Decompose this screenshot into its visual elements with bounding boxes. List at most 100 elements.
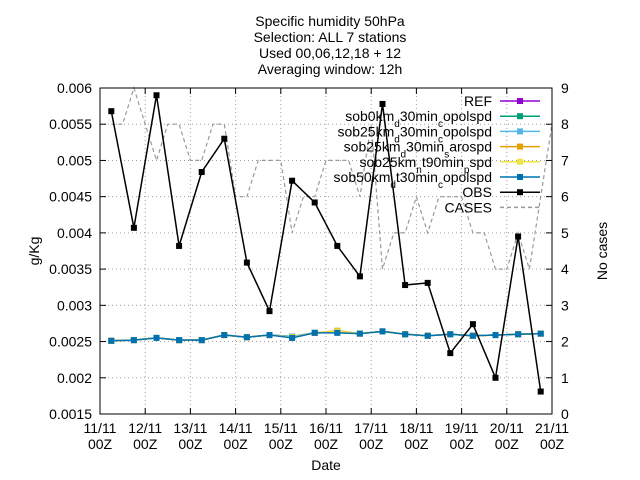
- x-tick-label: 21/11: [535, 420, 569, 436]
- y2-tick-label: 0: [561, 406, 569, 422]
- data-point: [515, 331, 522, 338]
- data-point: [447, 350, 454, 357]
- y2-tick-label: 2: [561, 334, 569, 350]
- legend-label: sob25kmnt90minpspd: [359, 154, 492, 176]
- series-cases: [111, 85, 553, 270]
- data-point: [198, 169, 205, 176]
- y-tick-label: 0.0055: [49, 116, 92, 132]
- data-point: [334, 242, 341, 249]
- legend-swatch-marker: [517, 98, 523, 104]
- legend-text: 30min: [400, 108, 438, 124]
- data-point: [198, 337, 205, 344]
- data-point: [402, 331, 409, 338]
- data-point: [311, 329, 318, 336]
- x-tick-label: 20/11: [490, 420, 524, 436]
- y-tick-label: 0.004: [57, 225, 92, 241]
- legend-label: OBS: [462, 184, 492, 200]
- data-point: [469, 332, 476, 339]
- data-point: [379, 328, 386, 335]
- legend-subscript: n: [416, 164, 422, 175]
- x-tick-label: 13/11: [173, 420, 207, 436]
- x-tick-label-hour: 00Z: [359, 436, 384, 452]
- legend-subscript: p: [464, 164, 470, 175]
- y-axis-label: g/Kg: [26, 237, 42, 266]
- legend-label: sob0kmd30mincopolspd: [345, 108, 492, 130]
- legend-item: sob50kmdt30mincopolspd: [334, 169, 540, 191]
- axis-ticks: 0.0015 0.002 0.0025 0.003 0.0035 0.004 0.0045 0…: [49, 80, 569, 452]
- legend-swatch-marker: [517, 113, 523, 120]
- legend-item: sob25kmd30mincopolspd: [337, 123, 540, 145]
- legend-subscript: c: [438, 180, 443, 191]
- x-tick-label: 15/11: [264, 420, 298, 436]
- legend-label: sob25kmd30minsarospd: [344, 139, 492, 161]
- legend-subscript: d: [394, 119, 400, 130]
- data-point: [447, 331, 454, 338]
- legend-subscript: d: [394, 134, 400, 145]
- legend-text: CASES: [445, 199, 492, 215]
- data-point: [356, 330, 363, 337]
- y-tick-label: 0.005: [57, 152, 92, 168]
- data-point: [266, 332, 273, 339]
- data-point: [311, 199, 318, 206]
- y-tick-label: 0.0015: [49, 406, 92, 422]
- x-tick-label: 11/11: [84, 420, 117, 436]
- legend-subscript: c: [438, 134, 443, 145]
- legend-text: t30min: [396, 169, 438, 185]
- y-tick-label: 0.0025: [49, 334, 92, 350]
- x-tick-label-hour: 00Z: [495, 436, 520, 452]
- x-tick-label-hour: 00Z: [450, 436, 475, 452]
- x-tick-label-hour: 00Z: [269, 436, 294, 452]
- y2-tick-label: 8: [561, 116, 569, 132]
- data-point: [289, 334, 296, 341]
- legend: REFsob0kmd30mincopolspdsob25kmd30mincopo…: [334, 93, 540, 215]
- data-point: [153, 92, 160, 99]
- series-line: [110, 95, 542, 392]
- data-point: [537, 330, 544, 337]
- legend-text: opolspd: [443, 169, 492, 185]
- legend-label: REF: [464, 93, 492, 109]
- legend-swatch-marker: [517, 143, 523, 150]
- series-line: [111, 330, 541, 342]
- legend-item: sob25kmnt90minpspd: [359, 154, 540, 176]
- data-point: [402, 282, 409, 289]
- x-axis-label: Date: [311, 457, 341, 473]
- legend-text: t90min: [422, 154, 464, 170]
- y2-tick-label: 1: [561, 370, 569, 386]
- title-line: Used 00,06,12,18 + 12: [259, 45, 401, 61]
- legend-text: sob0km: [345, 108, 394, 124]
- series-layer: [108, 85, 553, 395]
- data-point: [108, 337, 115, 344]
- x-tick-label: 14/11: [219, 420, 253, 436]
- data-point: [176, 337, 183, 344]
- y-tick-label: 0.006: [57, 80, 92, 96]
- data-point: [243, 334, 250, 341]
- legend-subscript: d: [400, 149, 406, 160]
- y2-axis-label: No cases: [594, 222, 610, 280]
- x-tick-label-hour: 00Z: [133, 436, 158, 452]
- legend-label: sob25kmd30mincopolspd: [337, 123, 492, 145]
- x-tick-label-hour: 00Z: [404, 436, 429, 452]
- legend-text: opolspd: [443, 123, 492, 139]
- x-tick-label-hour: 00Z: [224, 436, 249, 452]
- y2-tick-label: 7: [561, 152, 569, 168]
- legend-text: opolspd: [443, 108, 492, 124]
- legend-swatch-marker: [517, 174, 523, 180]
- y2-tick-label: 3: [561, 297, 569, 313]
- legend-subscript: s: [444, 149, 449, 160]
- data-point: [424, 332, 431, 339]
- x-tick-label: 17/11: [354, 420, 388, 436]
- legend-swatch-marker: [517, 158, 523, 165]
- x-tick-label: 19/11: [445, 420, 479, 436]
- data-point: [537, 388, 544, 395]
- legend-text: arospd: [449, 139, 492, 155]
- legend-text: sob25km: [344, 139, 401, 155]
- data-point: [266, 308, 273, 315]
- legend-text: sob25km: [359, 154, 416, 170]
- data-point: [153, 334, 160, 341]
- data-point: [334, 329, 341, 336]
- legend-text: spd: [469, 154, 492, 170]
- legend-label: CASES: [445, 199, 492, 215]
- x-tick-label-hour: 00Z: [540, 436, 565, 452]
- data-point: [243, 259, 250, 266]
- legend-text: sob50km: [334, 169, 391, 185]
